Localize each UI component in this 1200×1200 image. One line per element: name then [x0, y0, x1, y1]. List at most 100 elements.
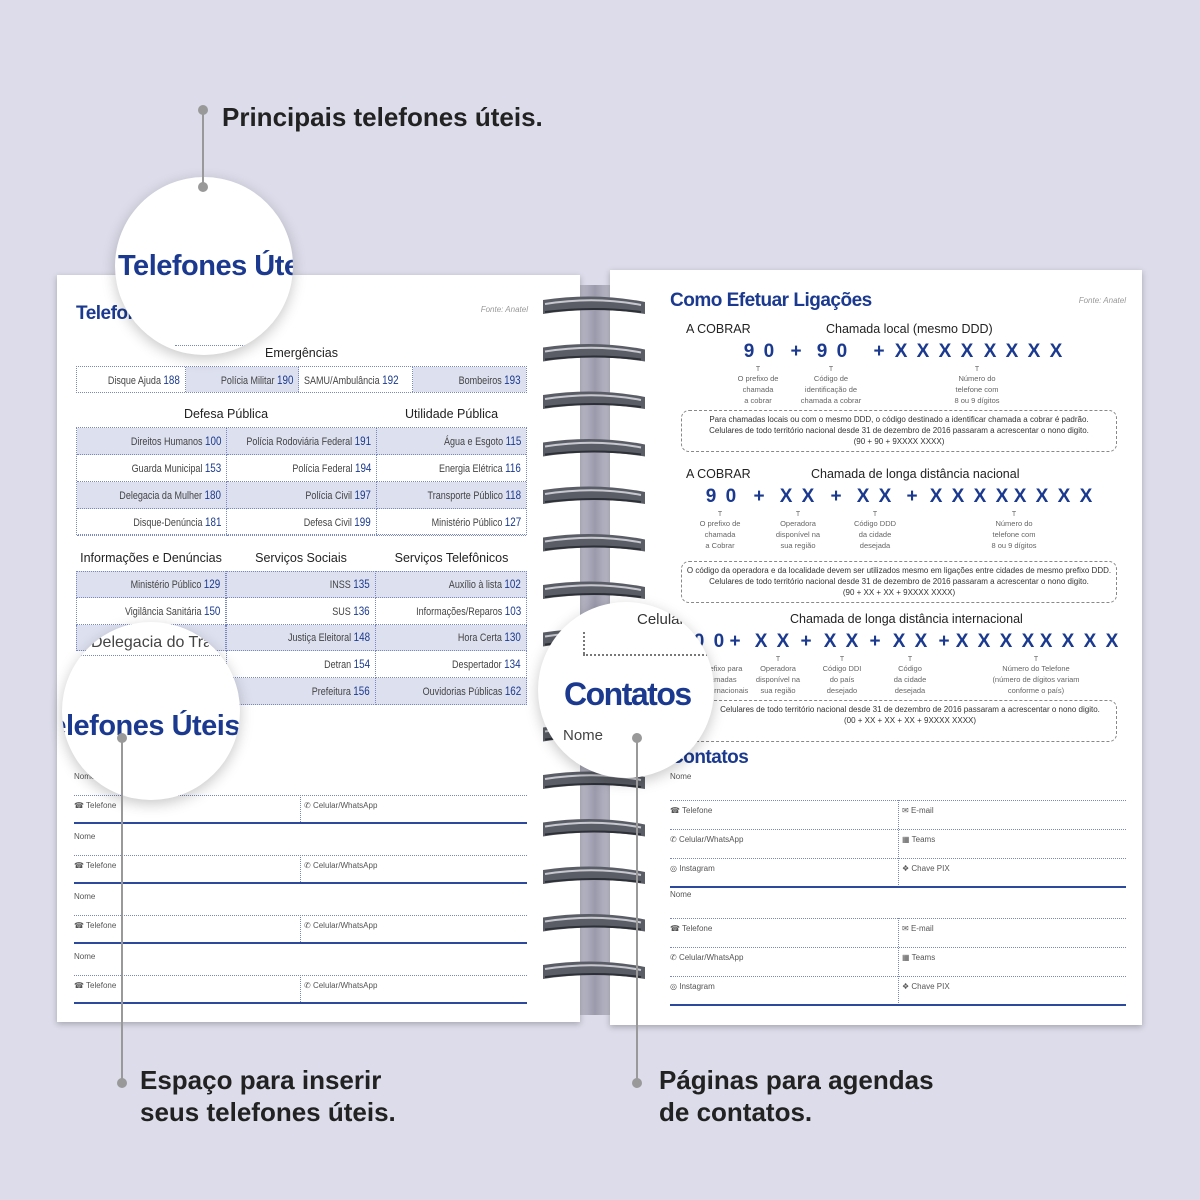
magnified-divider	[175, 345, 265, 346]
call-note-line: O código da operadora e da localidade de…	[686, 566, 1112, 575]
dial-digit: +	[800, 631, 814, 652]
magnified-name-label: Nome	[563, 727, 604, 744]
service-name: Ministério Público	[130, 579, 202, 592]
column-divider	[300, 855, 301, 882]
phone-entry: Detran 154	[226, 651, 376, 679]
column-divider	[300, 915, 301, 942]
phone-entry: Polícia Militar 190	[186, 367, 299, 392]
call-note-line: Para chamadas locais ou com o mesmo DDD,…	[709, 415, 1089, 424]
column-divider	[898, 918, 899, 1005]
dial-digit: X X	[823, 631, 861, 652]
phone-entry-text: Polícia Militar 190	[220, 373, 293, 387]
magnified-title: Contatos	[564, 676, 692, 712]
magnifier-meus-telefones: Delegacia do Trabalho 151 Meus Telefones…	[62, 622, 240, 800]
dial-digit: +	[790, 341, 804, 362]
field-label-text: E-mail	[910, 924, 934, 933]
field-label-text: E-mail	[910, 806, 934, 815]
contact-field-label: ✉ E-mail	[902, 806, 934, 815]
field-label-text: Celular/WhatsApp	[678, 953, 744, 962]
spiral-ring	[543, 486, 645, 504]
magnified-cell-text: Delegacia do Trabalho	[91, 634, 209, 651]
name-label: Nome	[670, 890, 692, 899]
section-heading-informacoes: Informações e Denúncias	[80, 551, 222, 565]
teams-icon: ▦	[902, 835, 910, 844]
whatsapp-icon: ✆	[670, 835, 677, 844]
phone-label-text: Telefone	[86, 921, 117, 930]
phone-entry: Auxílio à lista 102	[376, 571, 527, 598]
callout-line	[636, 738, 638, 1083]
service-name: Delegacia da Mulher	[119, 490, 203, 502]
phone-entry-text: Defesa Civil 199	[304, 515, 371, 529]
field-label-text: Chave PIX	[911, 864, 950, 873]
cell-label-text: Celular/WhatsApp	[312, 981, 378, 990]
spiral-ring	[543, 533, 645, 552]
contact-field-label: ✆ Celular/WhatsApp	[670, 953, 743, 962]
phone-entry: Ministério Público 129	[76, 571, 226, 598]
entry-divider	[74, 1002, 527, 1004]
service-name: Energia Elétrica	[439, 463, 503, 475]
contact-field-label: ❖ Chave PIX	[902, 982, 950, 991]
spiral-ring	[543, 961, 645, 979]
dial-digit: X X X X	[955, 631, 1037, 652]
page-title: Como Efetuar Ligações	[670, 290, 872, 311]
section-heading-sociais: Serviços Sociais	[255, 551, 347, 565]
callout-pin	[198, 182, 208, 192]
phone-entry-text: Disque Ajuda 188	[108, 373, 180, 387]
service-name: Ouvidorias Públicas	[422, 686, 503, 699]
entry-divider	[74, 942, 527, 944]
phone-label-text: Telefone	[86, 861, 117, 870]
phone-entry-text: Direitos Humanos 100	[130, 434, 221, 448]
phone-entry: Vigilância Sanitária 150	[76, 597, 226, 625]
contact-field-label: ☎ Telefone	[670, 924, 712, 933]
service-number: 150	[203, 603, 220, 618]
service-name: Justiça Eleitoral	[287, 632, 352, 645]
service-name: Informações/Reparos	[415, 605, 503, 618]
whatsapp-icon: ✆	[304, 861, 311, 870]
service-name: SUS	[332, 605, 352, 618]
spiral-ring	[543, 913, 645, 932]
magnifier-telefones-uteis: Telefones Úteis	[115, 177, 293, 355]
call-heading: Chamada de longa distância nacional	[811, 467, 1020, 481]
phone-entry-text: Bombeiros 193	[459, 373, 521, 387]
magnifier-contatos: Celular Contatos Nome	[538, 602, 714, 778]
service-number: 135	[353, 577, 370, 592]
contact-field-label: ◎ Instagram	[670, 864, 715, 873]
phone-entry: Disque-Denúncia 181	[77, 509, 227, 536]
service-number: 102	[504, 577, 521, 592]
phone-entry: Prefeitura 156	[226, 678, 376, 705]
service-number: 188	[163, 372, 180, 387]
service-number: 191	[354, 434, 371, 448]
service-number: 199	[354, 515, 371, 529]
magnified-divider	[62, 655, 240, 656]
phone-entry-text: Ministério Público 129	[130, 577, 220, 591]
name-label: Nome	[74, 892, 96, 901]
field-label-text: Telefone	[682, 924, 713, 933]
callout-pin	[632, 1078, 642, 1088]
field-label-text: Instagram	[679, 982, 715, 991]
dial-caption: Código DDD da cidade desejada	[854, 511, 896, 551]
magnified-divider	[583, 654, 708, 656]
service-name: Guarda Municipal	[131, 463, 203, 475]
left-page: Telefones Úteis Fonte: Anatel Emergência…	[57, 275, 580, 1022]
magnified-title: Telefones Úteis	[118, 250, 293, 282]
contact-field-label: ✆ Celular/WhatsApp	[670, 835, 743, 844]
phone-entry: Água e Esgoto 115	[377, 428, 526, 455]
magnified-cell-number: 151	[212, 626, 231, 638]
dial-caption: Código DDI do país desejado	[823, 656, 862, 696]
service-number: 180	[204, 488, 221, 502]
phone-entry-text: Ouvidorias Públicas 162	[422, 684, 521, 698]
phone-entry: Ministério Público 127	[377, 509, 526, 536]
dial-caption: Prefixo para chamadas internacionais	[702, 656, 748, 696]
dial-digit: X X X X	[1013, 486, 1095, 507]
source-note: Fonte: Anatel	[1078, 296, 1126, 305]
field-label-text: Telefone	[682, 806, 713, 815]
service-number: 116	[505, 461, 521, 475]
contact-field-label: ✉ E-mail	[902, 924, 934, 933]
service-number: 100	[204, 434, 221, 448]
phone-entry-text: Delegacia da Mulher 180	[119, 488, 221, 502]
cell-label-text: Celular/WhatsApp	[312, 921, 378, 930]
instagram-icon: ◎	[670, 982, 677, 991]
teams-icon: ▦	[902, 953, 910, 962]
service-number: 181	[204, 515, 221, 529]
dial-digit: X X	[892, 631, 930, 652]
